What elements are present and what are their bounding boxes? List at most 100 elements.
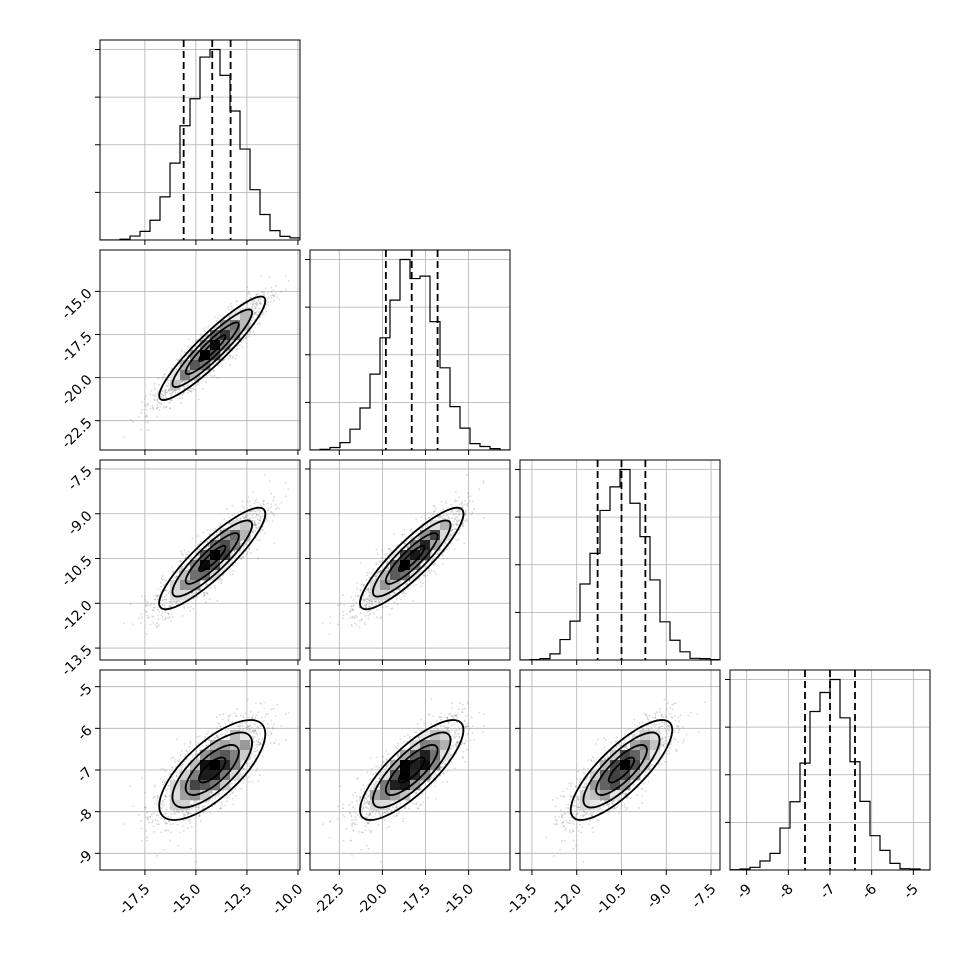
sample-point — [153, 399, 156, 402]
sample-point — [165, 369, 168, 372]
sample-point — [193, 592, 196, 595]
sample-point — [167, 612, 169, 614]
sample-point — [244, 516, 247, 519]
sample-point — [213, 534, 216, 537]
sample-point — [202, 595, 205, 597]
sample-point — [255, 510, 257, 513]
sample-point — [241, 346, 244, 349]
sample-point — [448, 517, 451, 520]
sample-point — [161, 578, 164, 581]
sample-point — [258, 519, 260, 521]
sample-point — [368, 613, 371, 616]
sample-point — [144, 600, 147, 602]
sample-point — [148, 616, 150, 618]
sample-point — [208, 337, 210, 339]
sample-point — [258, 298, 261, 300]
sample-point — [265, 518, 268, 520]
sample-point — [149, 623, 152, 626]
sample-point — [404, 583, 407, 586]
sample-point — [265, 310, 268, 313]
sample-point — [232, 356, 234, 359]
sample-point — [149, 393, 152, 395]
sample-point — [259, 519, 261, 522]
sample-point — [167, 389, 170, 392]
sample-point — [188, 352, 191, 355]
sample-point — [129, 603, 132, 606]
sample-point — [464, 500, 466, 502]
sample-point — [212, 529, 215, 531]
sample-point — [256, 302, 258, 305]
sample-point — [145, 605, 147, 608]
sample-point — [251, 515, 253, 517]
density-cell — [200, 550, 211, 561]
sample-point — [190, 345, 192, 347]
sample-point — [456, 524, 459, 526]
sample-point — [162, 394, 165, 397]
sample-point — [425, 518, 427, 520]
sample-point — [366, 597, 368, 600]
sample-point — [385, 563, 388, 565]
axis-frame — [99, 459, 301, 661]
sample-point — [175, 575, 178, 578]
sample-point — [444, 542, 447, 544]
sample-point — [165, 594, 168, 597]
sample-point — [181, 379, 183, 382]
contour-level-3 — [158, 506, 267, 611]
sample-point — [374, 576, 377, 578]
sample-point — [161, 616, 164, 619]
sample-point — [259, 539, 261, 541]
sample-point — [169, 600, 172, 603]
sample-point — [410, 537, 413, 540]
sample-point — [241, 556, 244, 559]
sample-point — [140, 622, 142, 624]
sample-point — [232, 570, 235, 572]
sample-point — [385, 605, 387, 608]
sample-point — [248, 546, 251, 549]
sample-point — [367, 618, 370, 620]
sample-point — [307, 460, 309, 462]
sample-point — [262, 500, 265, 503]
sample-point — [391, 607, 394, 610]
sample-point — [271, 294, 274, 297]
sample-point — [251, 531, 254, 534]
sample-point — [253, 312, 256, 314]
sample-point — [215, 326, 218, 329]
density-cell — [180, 570, 191, 581]
density-cell — [240, 530, 251, 541]
sample-point — [378, 601, 380, 604]
sample-point — [256, 548, 259, 551]
sample-point — [244, 515, 247, 517]
sample-point — [368, 599, 370, 602]
sample-point — [152, 621, 154, 624]
sample-point — [248, 540, 251, 543]
sample-point — [233, 550, 236, 553]
sample-point — [169, 605, 171, 608]
sample-point — [241, 505, 244, 508]
sample-point — [154, 623, 157, 626]
sample-point — [368, 600, 371, 602]
sample-point — [171, 399, 173, 401]
sample-point — [183, 386, 185, 388]
sample-point — [465, 519, 468, 522]
sample-point — [131, 623, 134, 626]
sample-point — [164, 394, 167, 397]
sample-point — [465, 518, 468, 521]
sample-point — [365, 604, 367, 606]
sample-point — [259, 516, 262, 519]
sample-point — [258, 509, 261, 511]
sample-point — [156, 625, 159, 627]
sample-point — [228, 316, 231, 319]
sample-point — [169, 407, 171, 410]
sample-point — [262, 500, 265, 502]
sample-point — [178, 578, 181, 580]
sample-point — [178, 571, 181, 573]
sample-point — [152, 609, 155, 612]
sample-point — [365, 604, 367, 607]
sample-point — [267, 301, 269, 304]
sample-point — [245, 554, 248, 556]
sample-point — [249, 296, 252, 299]
sample-point — [220, 580, 223, 583]
sample-point — [227, 306, 230, 308]
sample-point — [208, 545, 210, 547]
sample-point — [157, 614, 159, 617]
